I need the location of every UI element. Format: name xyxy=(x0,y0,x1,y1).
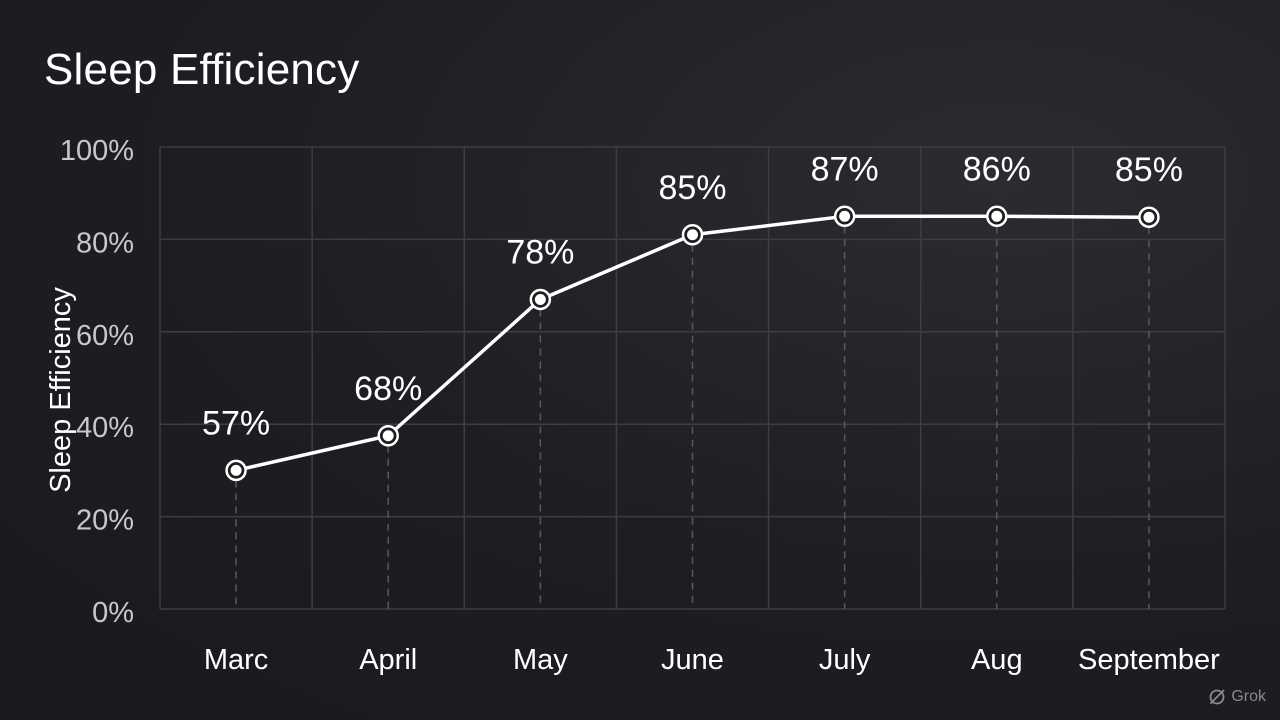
watermark-text: Grok xyxy=(1231,688,1266,705)
data-label: 87% xyxy=(811,150,879,188)
data-point-core xyxy=(230,464,242,476)
x-tick-label: July xyxy=(819,644,871,676)
data-point-core xyxy=(687,229,698,241)
x-tick-label: April xyxy=(359,644,417,676)
watermark: Grok xyxy=(1208,688,1266,706)
chart-title: Sleep Efficiency xyxy=(44,45,360,94)
data-point-core xyxy=(991,210,1003,222)
x-tick-label: Aug xyxy=(971,644,1023,676)
x-tick-label: September xyxy=(1078,644,1220,676)
x-tick-label: Marc xyxy=(204,644,268,676)
y-tick-label: 80% xyxy=(76,227,134,259)
data-point-core xyxy=(382,430,394,442)
y-tick-label: 0% xyxy=(92,597,134,629)
y-tick-label: 100% xyxy=(60,135,134,167)
y-tick-label: 20% xyxy=(76,505,134,537)
data-point-core xyxy=(1143,211,1155,223)
y-tick-label: 60% xyxy=(76,320,134,352)
data-label: 68% xyxy=(354,370,422,408)
x-tick-label: May xyxy=(513,644,568,676)
y-axis-label: Sleep Efficiency xyxy=(45,287,77,493)
data-label: 78% xyxy=(506,233,574,271)
data-label: 57% xyxy=(202,404,270,442)
x-tick-label: June xyxy=(661,644,724,676)
grok-logo-icon xyxy=(1209,689,1225,705)
y-tick-label: 40% xyxy=(76,412,134,444)
data-label: 86% xyxy=(963,150,1031,188)
data-point-core xyxy=(534,293,546,305)
data-point-core xyxy=(839,210,851,222)
data-label: 85% xyxy=(658,169,726,207)
data-label: 85% xyxy=(1115,151,1183,189)
